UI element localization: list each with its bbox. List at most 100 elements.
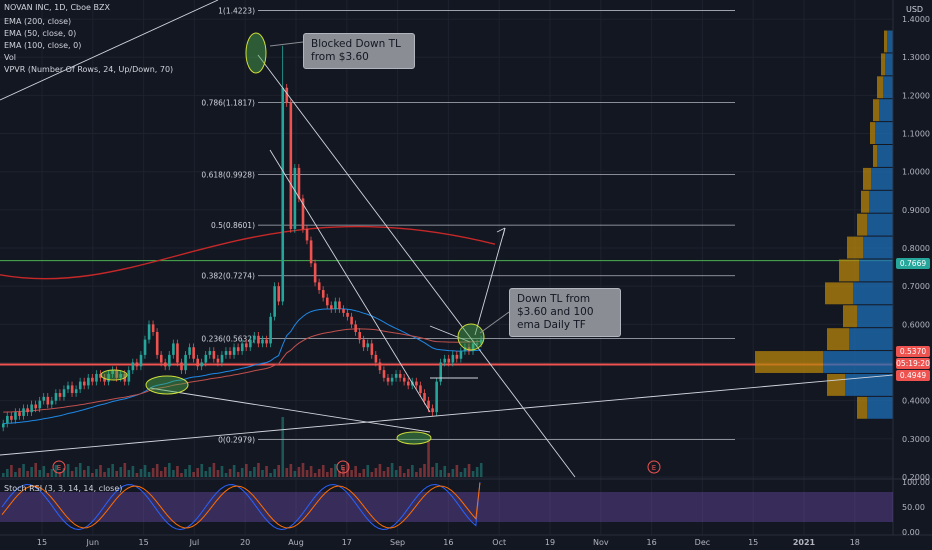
vp-up-bar bbox=[845, 373, 893, 396]
rsi-k-line bbox=[1, 481, 481, 531]
fib-level-label: 0.786(1.1817) bbox=[201, 98, 255, 107]
volume-bar bbox=[192, 472, 195, 477]
volume-bars bbox=[2, 417, 483, 477]
volume-bar bbox=[220, 466, 224, 477]
volume-bar bbox=[467, 464, 471, 477]
volume-bar bbox=[249, 471, 252, 477]
candle-body bbox=[216, 358, 220, 363]
indicator-ema100[interactable]: EMA (100, close, 0) bbox=[4, 41, 82, 50]
volume-bar bbox=[228, 469, 232, 477]
time-tick-label: Jun bbox=[86, 538, 100, 547]
time-tick-label: Aug bbox=[288, 538, 304, 547]
time-tick-label: Oct bbox=[492, 538, 506, 547]
volume-bar bbox=[382, 471, 386, 477]
volume-bar bbox=[99, 465, 102, 477]
volume-bar bbox=[143, 465, 147, 477]
arrow-head-a bbox=[496, 227, 506, 233]
vp-up-bar bbox=[857, 305, 893, 328]
price-tick-label: 0.2000 bbox=[902, 473, 930, 482]
indicator-ema200[interactable]: EMA (200, close) bbox=[4, 17, 72, 26]
earnings-marker-label: E bbox=[57, 464, 61, 472]
volume-bar bbox=[14, 472, 17, 477]
volume-bar bbox=[362, 469, 366, 477]
callout-down-tl[interactable]: Down TL from $3.60 and 100 ema Daily TF bbox=[509, 288, 621, 337]
volume-bar bbox=[390, 463, 394, 477]
volume-bar bbox=[479, 463, 483, 477]
price-tick-label: 1.0000 bbox=[902, 168, 930, 177]
candle-body bbox=[334, 301, 337, 310]
volume-bar bbox=[2, 473, 5, 477]
candle-body bbox=[220, 354, 224, 363]
candle-body bbox=[249, 339, 252, 348]
candle-body bbox=[62, 389, 66, 397]
candle-body bbox=[273, 286, 276, 317]
volume-bar bbox=[26, 471, 29, 477]
callout-blocked-tl[interactable]: Blocked Down TL from $3.60 bbox=[303, 33, 415, 69]
volume-bar bbox=[346, 463, 349, 477]
rsi-tick-label: 100.00 bbox=[902, 478, 930, 487]
candle-body bbox=[6, 415, 9, 424]
volume-bar bbox=[123, 463, 127, 477]
vp-down-bar bbox=[825, 282, 853, 305]
candle-body bbox=[180, 362, 183, 371]
rsi-tick-label: 0.00 bbox=[902, 528, 920, 537]
candle-body bbox=[245, 343, 248, 348]
price-tick-label: 0.9000 bbox=[902, 206, 930, 215]
stoch-rsi-title[interactable]: Stoch RSI (3, 3, 14, 14, close) bbox=[4, 484, 123, 493]
volume-bar bbox=[139, 469, 143, 477]
vp-up-bar bbox=[849, 328, 893, 351]
volume-bar bbox=[301, 463, 305, 477]
projection-arrow bbox=[474, 227, 506, 336]
indicator-vol[interactable]: Vol bbox=[4, 53, 16, 62]
volume-bar bbox=[74, 467, 78, 477]
candle-body bbox=[240, 343, 244, 352]
vp-up-bar bbox=[885, 53, 893, 76]
vp-down-bar bbox=[873, 145, 877, 167]
time-tick-label: 20 bbox=[240, 538, 250, 547]
candle-body bbox=[143, 339, 147, 355]
volume-bar bbox=[78, 463, 82, 477]
vp-down-bar bbox=[755, 351, 823, 373]
time-tick-label: Nov bbox=[593, 538, 609, 547]
time-tick-label: 17 bbox=[342, 538, 352, 547]
candle-body bbox=[285, 87, 289, 104]
candle-body bbox=[342, 309, 345, 313]
indicator-vpvr[interactable]: VPVR (Number Of Rows, 24, Up/Down, 70) bbox=[4, 65, 174, 74]
volume-bar bbox=[459, 472, 463, 477]
candle-body bbox=[419, 385, 422, 394]
volume-bar bbox=[338, 471, 341, 477]
volume-bar bbox=[394, 470, 398, 477]
candle-body bbox=[321, 290, 325, 298]
volume-bar bbox=[155, 464, 159, 477]
candle-body bbox=[224, 351, 228, 355]
candle-body bbox=[471, 343, 475, 352]
candle-body bbox=[103, 377, 106, 382]
volume-bar bbox=[151, 468, 155, 477]
indicator-ema50[interactable]: EMA (50, close, 0) bbox=[4, 29, 77, 38]
price-tick-label: 0.4000 bbox=[902, 397, 930, 406]
candle-body bbox=[159, 354, 163, 363]
time-tick-label: 2021 bbox=[793, 538, 816, 547]
candle-body bbox=[362, 339, 366, 348]
candle-body bbox=[212, 351, 216, 359]
candle-body bbox=[204, 354, 208, 363]
volume-bar bbox=[374, 468, 378, 477]
volume-bar bbox=[236, 472, 240, 477]
vp-down-bar bbox=[827, 328, 849, 351]
volume-bar bbox=[317, 469, 321, 477]
candle-body bbox=[366, 343, 370, 348]
rsi-band bbox=[0, 492, 893, 522]
trendline-down-inner bbox=[269, 149, 431, 413]
volume-bar bbox=[378, 464, 382, 477]
time-tick-label: 18 bbox=[850, 538, 860, 547]
volume-bar bbox=[386, 467, 390, 477]
arrow-head-b bbox=[502, 227, 506, 237]
candle-body bbox=[374, 354, 378, 363]
candle-body bbox=[370, 343, 374, 355]
candle-body bbox=[423, 393, 426, 401]
symbol-title[interactable]: NOVAN INC, 1D, Cboe BZX bbox=[4, 3, 110, 12]
candle-body bbox=[415, 381, 418, 386]
volume-bar bbox=[196, 468, 199, 477]
grid bbox=[0, 0, 893, 535]
